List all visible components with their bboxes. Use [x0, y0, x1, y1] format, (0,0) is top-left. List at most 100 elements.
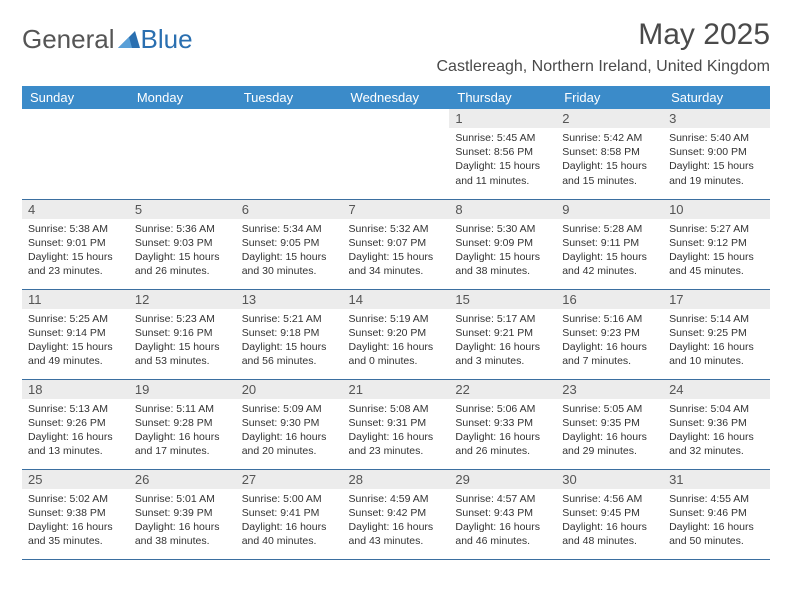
day-number: 25: [22, 470, 129, 489]
weekday-header: Wednesday: [343, 86, 450, 109]
sunset-label: Sunset:: [562, 146, 598, 158]
daylight-label: Daylight:: [349, 431, 390, 443]
day-details: Sunrise: 4:57 AMSunset: 9:43 PMDaylight:…: [449, 489, 556, 553]
sunset-label: Sunset:: [349, 417, 385, 429]
day-number: 5: [129, 200, 236, 219]
sunrise-value: 5:28 AM: [604, 223, 643, 235]
daylight-label: Daylight:: [669, 431, 710, 443]
calendar-day-cell: 23Sunrise: 5:05 AMSunset: 9:35 PMDayligh…: [556, 379, 663, 469]
daylight-label: Daylight:: [28, 521, 69, 533]
sunset-label: Sunset:: [242, 327, 278, 339]
daylight-label: Daylight:: [242, 431, 283, 443]
sunrise-label: Sunrise:: [669, 313, 708, 325]
calendar-day-cell: 28Sunrise: 4:59 AMSunset: 9:42 PMDayligh…: [343, 469, 450, 559]
sunrise-value: 5:04 AM: [711, 403, 750, 415]
month-title: May 2025: [436, 18, 770, 52]
sunrise-label: Sunrise:: [28, 223, 67, 235]
calendar-day-cell: 3Sunrise: 5:40 AMSunset: 9:00 PMDaylight…: [663, 109, 770, 199]
sunrise-label: Sunrise:: [349, 223, 388, 235]
header: General Blue May 2025 Castlereagh, North…: [22, 18, 770, 84]
sunset-value: 9:31 PM: [387, 417, 426, 429]
calendar-day-cell: 21Sunrise: 5:08 AMSunset: 9:31 PMDayligh…: [343, 379, 450, 469]
sunrise-value: 5:00 AM: [283, 493, 322, 505]
calendar-day-cell: [22, 109, 129, 199]
sunrise-value: 5:42 AM: [604, 132, 643, 144]
sunrise-label: Sunrise:: [349, 493, 388, 505]
sunset-label: Sunset:: [562, 237, 598, 249]
calendar-day-cell: 7Sunrise: 5:32 AMSunset: 9:07 PMDaylight…: [343, 199, 450, 289]
sunset-label: Sunset:: [28, 327, 64, 339]
day-number: 4: [22, 200, 129, 219]
calendar-day-cell: 19Sunrise: 5:11 AMSunset: 9:28 PMDayligh…: [129, 379, 236, 469]
day-number: 12: [129, 290, 236, 309]
sunrise-label: Sunrise:: [135, 313, 174, 325]
daylight-label: Daylight:: [28, 431, 69, 443]
day-details: Sunrise: 5:19 AMSunset: 9:20 PMDaylight:…: [343, 309, 450, 373]
sunrise-value: 4:56 AM: [604, 493, 643, 505]
sunset-label: Sunset:: [669, 237, 705, 249]
day-number: 1: [449, 109, 556, 128]
day-number: 30: [556, 470, 663, 489]
sunrise-label: Sunrise:: [242, 493, 281, 505]
sunset-value: 9:23 PM: [601, 327, 640, 339]
daylight-label: Daylight:: [349, 521, 390, 533]
sunset-value: 9:39 PM: [173, 507, 212, 519]
day-details: Sunrise: 5:30 AMSunset: 9:09 PMDaylight:…: [449, 219, 556, 283]
sunrise-value: 5:14 AM: [711, 313, 750, 325]
sunset-value: 9:36 PM: [708, 417, 747, 429]
day-details: Sunrise: 5:25 AMSunset: 9:14 PMDaylight:…: [22, 309, 129, 373]
sunrise-label: Sunrise:: [28, 493, 67, 505]
day-number: 20: [236, 380, 343, 399]
sunrise-value: 5:34 AM: [283, 223, 322, 235]
day-details: Sunrise: 5:05 AMSunset: 9:35 PMDaylight:…: [556, 399, 663, 463]
day-details: Sunrise: 4:56 AMSunset: 9:45 PMDaylight:…: [556, 489, 663, 553]
sunset-label: Sunset:: [28, 507, 64, 519]
calendar-day-cell: 22Sunrise: 5:06 AMSunset: 9:33 PMDayligh…: [449, 379, 556, 469]
sunset-value: 9:42 PM: [387, 507, 426, 519]
sunset-value: 9:18 PM: [280, 327, 319, 339]
sunrise-label: Sunrise:: [242, 223, 281, 235]
sunset-label: Sunset:: [135, 237, 171, 249]
sunrise-label: Sunrise:: [455, 223, 494, 235]
sunrise-label: Sunrise:: [349, 403, 388, 415]
sunset-value: 9:45 PM: [601, 507, 640, 519]
daylight-label: Daylight:: [135, 341, 176, 353]
day-number: 7: [343, 200, 450, 219]
calendar-day-cell: 30Sunrise: 4:56 AMSunset: 9:45 PMDayligh…: [556, 469, 663, 559]
day-details: Sunrise: 5:40 AMSunset: 9:00 PMDaylight:…: [663, 128, 770, 192]
day-number: 10: [663, 200, 770, 219]
day-details: Sunrise: 5:11 AMSunset: 9:28 PMDaylight:…: [129, 399, 236, 463]
sunrise-value: 5:02 AM: [69, 493, 108, 505]
sunrise-value: 5:36 AM: [176, 223, 215, 235]
daylight-label: Daylight:: [242, 341, 283, 353]
sunset-label: Sunset:: [562, 417, 598, 429]
sunrise-value: 5:11 AM: [176, 403, 214, 415]
calendar-week-row: 25Sunrise: 5:02 AMSunset: 9:38 PMDayligh…: [22, 469, 770, 559]
calendar-day-cell: 2Sunrise: 5:42 AMSunset: 8:58 PMDaylight…: [556, 109, 663, 199]
day-number: 11: [22, 290, 129, 309]
sunrise-value: 5:05 AM: [604, 403, 643, 415]
sunset-label: Sunset:: [242, 417, 278, 429]
calendar-day-cell: [129, 109, 236, 199]
sunrise-value: 5:25 AM: [69, 313, 108, 325]
calendar-day-cell: 29Sunrise: 4:57 AMSunset: 9:43 PMDayligh…: [449, 469, 556, 559]
daylight-label: Daylight:: [135, 521, 176, 533]
sunset-label: Sunset:: [669, 417, 705, 429]
sunset-label: Sunset:: [669, 146, 705, 158]
day-details: Sunrise: 5:32 AMSunset: 9:07 PMDaylight:…: [343, 219, 450, 283]
sunrise-value: 4:59 AM: [390, 493, 429, 505]
daylight-label: Daylight:: [349, 341, 390, 353]
sunrise-value: 5:09 AM: [283, 403, 322, 415]
sunset-label: Sunset:: [455, 507, 491, 519]
sunset-value: 9:05 PM: [280, 237, 319, 249]
day-details: Sunrise: 5:36 AMSunset: 9:03 PMDaylight:…: [129, 219, 236, 283]
daylight-label: Daylight:: [562, 521, 603, 533]
sunset-value: 9:12 PM: [708, 237, 747, 249]
sunset-label: Sunset:: [28, 417, 64, 429]
day-details: Sunrise: 5:06 AMSunset: 9:33 PMDaylight:…: [449, 399, 556, 463]
daylight-label: Daylight:: [669, 521, 710, 533]
brand-text-2: Blue: [141, 24, 193, 55]
calendar-day-cell: 4Sunrise: 5:38 AMSunset: 9:01 PMDaylight…: [22, 199, 129, 289]
day-details: Sunrise: 5:04 AMSunset: 9:36 PMDaylight:…: [663, 399, 770, 463]
weekday-header: Saturday: [663, 86, 770, 109]
